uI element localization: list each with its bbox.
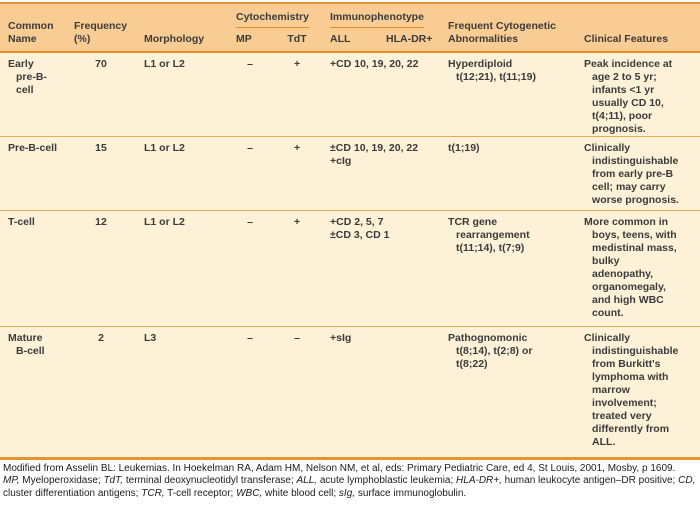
table-header: Common Name Frequency (%) Morphology Cyt…	[0, 4, 700, 52]
page: Common Name Frequency (%) Morphology Cyt…	[0, 2, 700, 501]
cell-tdt: –	[272, 326, 323, 457]
header-immunophenotype-label: Immunophenotype	[330, 11, 424, 28]
cell-tdt: +	[272, 51, 323, 137]
cell-common-name: T-cell	[0, 210, 66, 327]
cell-frequency: 70	[66, 51, 136, 137]
data-table: Common Name Frequency (%) Morphology Cyt…	[0, 4, 700, 457]
cell-clinical-features: Peak incidence at age 2 to 5 yr; infants…	[576, 51, 700, 137]
header-frequency: Frequency (%)	[66, 4, 136, 52]
cell-immunophenotype: +CD 10, 19, 20, 22	[322, 51, 441, 137]
table-row-early-pre-b-cell: Early pre-B-cell 70 L1 or L2 – + +CD 10,…	[0, 51, 700, 137]
table-body: Early pre-B-cell 70 L1 or L2 – + +CD 10,…	[0, 51, 700, 457]
cell-common-name: Pre-B-cell	[0, 136, 66, 211]
header-tdt: TdT	[272, 30, 323, 52]
cell-immunophenotype: +sIg	[322, 326, 441, 457]
header-row-subcolumns: MP TdT ALL HLA-DR+	[0, 30, 700, 52]
header-row-groups: Common Name Frequency (%) Morphology Cyt…	[0, 4, 700, 52]
table-row-mature-b-cell: Mature B-cell 2 L3 – – +sIg Pathognomoni…	[0, 326, 700, 457]
cell-morphology: L1 or L2	[136, 51, 228, 137]
cell-tdt: +	[272, 136, 323, 211]
table-row-t-cell: T-cell 12 L1 or L2 – + +CD 2, 5, 7 ±CD 3…	[0, 210, 700, 327]
cell-cytogenetic: TCR gene rearrangement t(11;14), t(7;9)	[440, 210, 577, 327]
header-clinical-features: Clinical Features	[576, 4, 700, 52]
cell-cytogenetic: Pathognomonic t(8;14), t(2;8) or t(8;22)	[440, 326, 577, 457]
header-morphology: Morphology	[136, 4, 228, 52]
cell-immunophenotype: ±CD 10, 19, 20, 22 +cIg	[322, 136, 441, 211]
cell-clinical-features: More common in boys, teens, with medisti…	[576, 210, 700, 327]
cell-frequency: 15	[66, 136, 136, 211]
cell-common-name: Early pre-B-cell	[0, 51, 66, 137]
header-cytogenetic-abnormalities: Frequent Cytogenetic Abnormalities	[440, 4, 577, 52]
abbreviation-note: MP, Myeloperoxidase; TdT, terminal deoxy…	[3, 475, 696, 499]
cell-morphology: L1 or L2	[136, 136, 228, 211]
header-common-name: Common Name	[0, 4, 66, 52]
footnotes: Modified from Asselin BL: Leukemias. In …	[0, 463, 700, 501]
cell-mp: –	[228, 210, 272, 327]
header-cytochemistry-label: Cytochemistry	[236, 11, 309, 28]
header-group-immunophenotype: Immunophenotype	[322, 4, 441, 30]
header-group-cytochemistry: Cytochemistry	[228, 4, 323, 30]
leukemia-classification-table: Common Name Frequency (%) Morphology Cyt…	[0, 2, 700, 460]
cell-cytogenetic: t(1;19)	[440, 136, 577, 211]
cell-tdt: +	[272, 210, 323, 327]
cell-common-name: Mature B-cell	[0, 326, 66, 457]
cell-frequency: 2	[66, 326, 136, 457]
cell-cytogenetic: Hyperdiploid t(12;21), t(11;19)	[440, 51, 577, 137]
table-row-pre-b-cell: Pre-B-cell 15 L1 or L2 – + ±CD 10, 19, 2…	[0, 136, 700, 211]
cell-mp: –	[228, 51, 272, 137]
cell-morphology: L1 or L2	[136, 210, 228, 327]
cell-mp: –	[228, 326, 272, 457]
cell-clinical-features: Clinically indistinguishable from early …	[576, 136, 700, 211]
cell-clinical-features: Clinically indistinguishable from Burkit…	[576, 326, 700, 457]
source-note: Modified from Asselin BL: Leukemias. In …	[3, 462, 676, 474]
cell-morphology: L3	[136, 326, 228, 457]
header-hla-dr: HLA-DR+	[378, 30, 441, 52]
cell-mp: –	[228, 136, 272, 211]
header-all: ALL	[322, 30, 379, 52]
cell-immunophenotype: +CD 2, 5, 7 ±CD 3, CD 1	[322, 210, 441, 327]
cell-frequency: 12	[66, 210, 136, 327]
header-mp: MP	[228, 30, 272, 52]
